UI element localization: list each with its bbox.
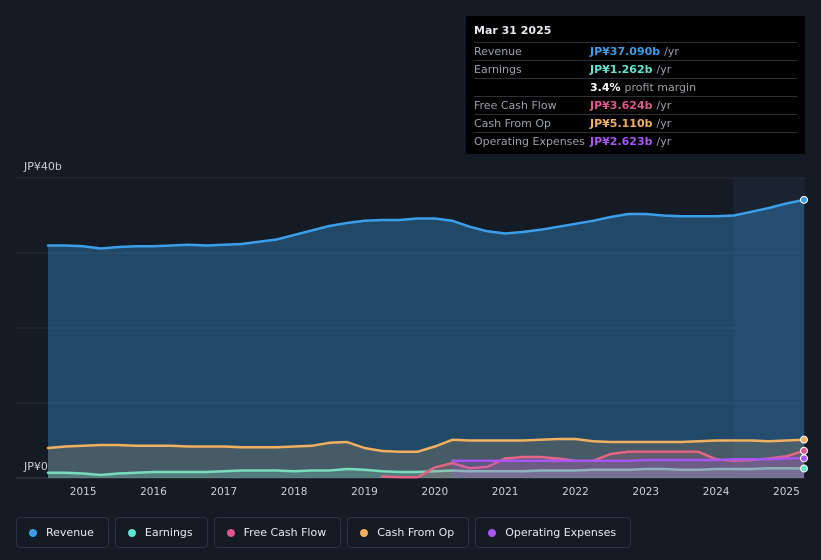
tooltip-row: Cash From Op JP¥5.110b/yr — [474, 114, 797, 132]
x-tick-label: 2019 — [351, 486, 378, 498]
operating-expenses-end-dot — [800, 454, 808, 463]
free-cash-flow-end-dot — [800, 446, 808, 455]
tooltip-row: Operating Expenses JP¥2.623b/yr — [474, 132, 797, 150]
x-tick-label: 2025 — [773, 486, 800, 498]
revenue-end-dot — [800, 195, 808, 204]
forecast-highlight-band — [733, 178, 805, 478]
legend-item-earnings[interactable]: Earnings — [114, 517, 208, 548]
revenue-line — [46, 198, 806, 250]
cash-from-op-area — [48, 439, 804, 478]
end-dots — [800, 195, 808, 473]
legend-label: Operating Expenses — [505, 526, 617, 539]
legend-dot-icon — [226, 528, 235, 537]
x-tick-label: 2017 — [210, 486, 237, 498]
tooltip-row-unit: /yr — [656, 63, 672, 76]
tooltip-row-value: JP¥5.110b — [590, 117, 653, 130]
tooltip-row-value: JP¥2.623b — [590, 135, 653, 148]
tooltip-row-label: Cash From Op — [474, 117, 552, 130]
tooltip-row: 3.4% profit margin — [474, 78, 797, 96]
free-cash-flow-area — [382, 450, 804, 478]
legend-item-free-cash-flow[interactable]: Free Cash Flow — [213, 517, 342, 548]
legend-item-revenue[interactable]: Revenue — [16, 517, 109, 548]
tooltip-row-unit: /yr — [656, 99, 672, 112]
legend-label: Revenue — [46, 526, 94, 539]
operating-expenses-area — [452, 458, 804, 478]
tooltip-row-label: Operating Expenses — [474, 135, 585, 148]
tooltip-row-unit: /yr — [664, 45, 679, 58]
x-tick-label: 2018 — [281, 486, 308, 498]
x-tick-label: 2022 — [562, 486, 589, 498]
tooltip-row-value: JP¥3.624b — [590, 99, 653, 112]
tooltip-row-label: Revenue — [474, 45, 522, 58]
x-tick-label: 2023 — [632, 486, 659, 498]
cash-from-op-line — [46, 437, 806, 454]
tooltip-row-unit: /yr — [656, 117, 672, 130]
y-axis-label-bottom: JP¥0 — [23, 460, 48, 473]
x-tick-label: 2015 — [70, 486, 97, 498]
series-layer — [46, 198, 806, 479]
tooltip-row: Revenue JP¥37.090b/yr — [474, 42, 797, 60]
legend-label: Earnings — [144, 526, 193, 539]
legend-dot-icon — [488, 528, 497, 537]
operating-expenses-line — [451, 457, 806, 463]
legend-item-operating-expenses[interactable]: Operating Expenses — [475, 517, 632, 548]
tooltip-row-label: Free Cash Flow — [474, 99, 557, 112]
legend-dot-icon — [360, 528, 369, 537]
cash-from-op-end-dot — [800, 435, 808, 444]
x-axis-ticks: 2015 2016 2017 2018 2019 2020 2021 2022 2023 2024… — [70, 486, 800, 498]
legend-dot-icon — [127, 528, 136, 537]
legend: Revenue Earnings Free Cash Flow Cash From O… — [16, 517, 632, 548]
legend-dot-icon — [29, 528, 37, 537]
tooltip-row-value: JP¥1.262b — [590, 63, 653, 76]
earnings-end-dot — [800, 464, 808, 473]
tooltip-row: Free Cash Flow JP¥3.624b/yr — [474, 96, 797, 114]
tooltip-date: Mar 31 2025 — [474, 24, 552, 37]
tooltip-row: Earnings JP¥1.262b/yr — [474, 60, 797, 78]
legend-label: Cash From Op — [377, 526, 455, 539]
revenue-area — [48, 199, 804, 479]
tooltip-row-unit: /yr — [656, 135, 672, 148]
tooltip-row-unit: profit margin — [624, 81, 697, 94]
chart-area: 2015 2016 2017 2018 2019 2020 2021 2022 2023 2024… — [16, 160, 808, 498]
tooltip-panel: Mar 31 2025 Revenue JP¥37.090b/yr Earnings… — [466, 16, 805, 154]
x-tick-label: 2021 — [492, 486, 519, 498]
x-tick-label: 2020 — [421, 486, 448, 498]
x-tick-label: 2024 — [703, 486, 730, 498]
x-tick-label: 2016 — [140, 486, 167, 498]
legend-item-cash-from-op[interactable]: Cash From Op — [347, 517, 470, 548]
tooltip-row-label: Earnings — [474, 63, 522, 76]
grid-lines — [16, 177, 805, 479]
legend-label: Free Cash Flow — [243, 526, 327, 539]
tooltip-row-value: 3.4% — [590, 81, 621, 94]
tooltip-row-value: JP¥37.090b — [590, 45, 661, 58]
y-axis-label-top: JP¥40b — [23, 160, 62, 173]
